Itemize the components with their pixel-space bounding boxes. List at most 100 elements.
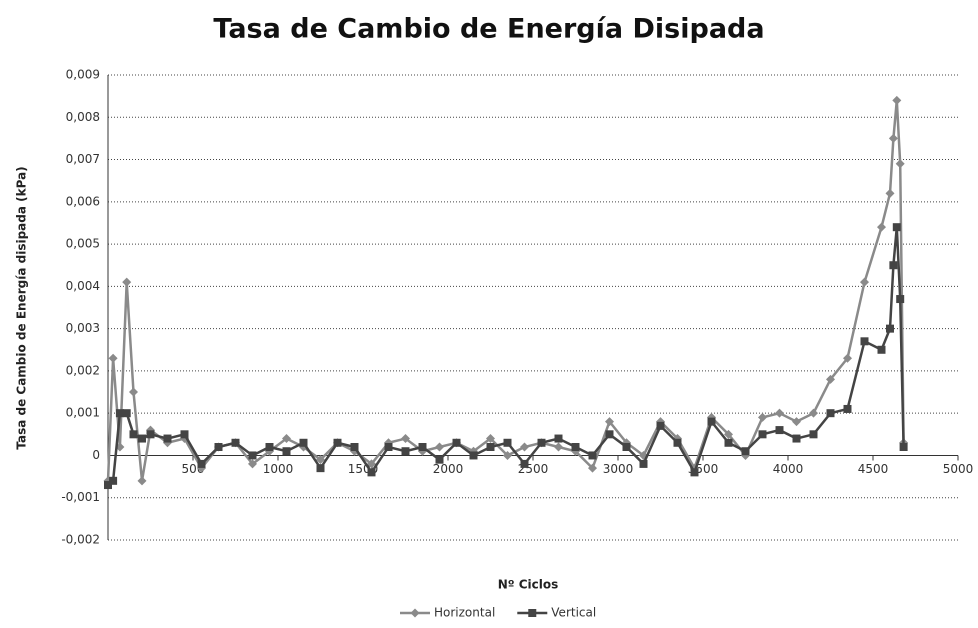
marker — [410, 608, 420, 618]
chart-title: Tasa de Cambio de Energía Disipada — [213, 14, 764, 45]
marker — [588, 451, 597, 460]
marker — [809, 430, 818, 439]
marker — [690, 468, 699, 477]
marker — [503, 438, 512, 447]
marker — [435, 455, 444, 464]
y-tick-label: 0,009 — [66, 68, 100, 82]
marker — [486, 443, 495, 451]
marker — [197, 459, 206, 468]
marker — [843, 353, 852, 363]
marker — [892, 95, 902, 105]
marker — [350, 443, 359, 451]
marker — [877, 222, 886, 232]
series-line — [106, 100, 905, 482]
y-tick-label: 0,002 — [66, 363, 100, 377]
marker — [741, 447, 750, 456]
marker — [888, 133, 898, 143]
marker — [877, 345, 886, 354]
y-tick-label: -0,002 — [61, 533, 100, 547]
marker — [520, 442, 529, 452]
marker — [895, 159, 905, 169]
marker — [452, 438, 461, 447]
marker — [109, 476, 118, 485]
marker — [860, 277, 869, 287]
marker — [248, 451, 257, 460]
marker — [605, 417, 614, 427]
marker — [333, 438, 342, 447]
y-tick-label: 0 — [92, 448, 100, 462]
legend-label: Vertical — [551, 606, 596, 620]
marker — [401, 447, 410, 456]
marker — [435, 442, 444, 452]
marker — [282, 434, 291, 444]
marker — [214, 443, 223, 451]
marker — [367, 459, 376, 469]
marker — [180, 430, 189, 439]
y-tick-label: 0,008 — [66, 110, 100, 124]
marker — [792, 417, 801, 427]
x-tick-label: 4500 — [858, 462, 889, 476]
x-tick-label: 4000 — [773, 462, 804, 476]
marker — [758, 412, 767, 422]
marker — [622, 443, 631, 451]
marker — [588, 463, 597, 473]
y-tick-label: 0,007 — [66, 152, 100, 166]
marker — [639, 459, 648, 468]
marker — [724, 438, 733, 447]
marker — [138, 434, 146, 443]
marker — [129, 430, 138, 439]
y-tick-label: 0,005 — [66, 237, 100, 251]
marker — [775, 426, 784, 435]
marker — [554, 442, 563, 452]
marker — [775, 408, 784, 418]
marker — [707, 417, 716, 426]
marker — [231, 438, 240, 447]
x-tick-label: 5000 — [943, 462, 974, 476]
x-tick-label: 3000 — [603, 462, 634, 476]
marker — [265, 443, 274, 451]
marker — [137, 476, 147, 486]
marker — [418, 443, 427, 451]
marker — [122, 277, 132, 287]
marker — [129, 387, 138, 397]
x-axis-title: Nº Ciclos — [498, 578, 559, 592]
marker — [826, 374, 835, 384]
marker — [896, 295, 905, 304]
marker — [520, 459, 529, 468]
marker — [860, 337, 869, 346]
y-tick-label: 0,003 — [66, 321, 100, 335]
marker — [163, 434, 172, 443]
marker — [367, 468, 376, 477]
y-axis-title: Tasa de Cambio de Energía disipada (kPa) — [15, 166, 29, 449]
marker — [282, 447, 291, 456]
marker — [248, 459, 257, 469]
marker — [503, 450, 512, 460]
marker — [469, 451, 478, 460]
marker — [792, 434, 801, 443]
marker — [843, 404, 852, 413]
marker — [885, 188, 895, 198]
marker — [554, 434, 563, 443]
y-tick-label: -0,001 — [61, 490, 100, 504]
marker — [528, 609, 537, 617]
marker — [115, 409, 124, 418]
marker — [892, 223, 901, 232]
marker — [889, 261, 898, 270]
marker — [122, 409, 131, 418]
marker — [724, 429, 733, 439]
marker — [104, 481, 112, 490]
marker — [809, 408, 818, 418]
marker — [108, 353, 118, 363]
marker — [656, 421, 665, 430]
y-tick-label: 0,004 — [66, 279, 100, 293]
marker — [605, 430, 614, 439]
marker — [537, 438, 546, 447]
marker — [146, 430, 155, 439]
marker — [384, 443, 393, 451]
marker — [886, 324, 894, 333]
marker — [899, 443, 908, 451]
marker — [826, 409, 835, 418]
marker — [316, 455, 325, 465]
marker — [401, 434, 410, 444]
